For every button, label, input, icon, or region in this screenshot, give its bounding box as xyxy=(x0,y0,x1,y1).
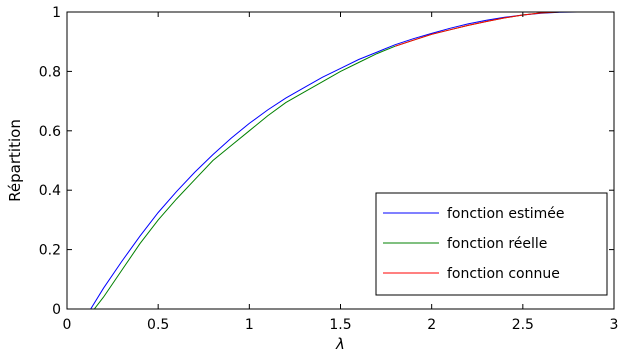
y-tick-label: 0.6 xyxy=(39,124,61,140)
x-tick-label: 2 xyxy=(427,317,436,333)
x-axis-label: λ xyxy=(335,335,345,353)
x-tick-label: 3 xyxy=(610,317,619,333)
x-tick-label: 1.5 xyxy=(329,317,351,333)
x-tick-label: 0.5 xyxy=(147,317,169,333)
x-tick-label: 1 xyxy=(245,317,254,333)
y-tick-label: 0 xyxy=(52,302,61,318)
y-tick-label: 0.2 xyxy=(39,243,61,259)
legend-label-1: fonction réelle xyxy=(447,236,547,252)
legend-label-2: fonction connue xyxy=(447,266,560,282)
y-tick-label: 0.8 xyxy=(39,64,61,80)
y-axis-label: Répartition xyxy=(6,119,24,202)
legend-box xyxy=(375,192,608,296)
x-tick-label: 2.5 xyxy=(512,317,534,333)
y-tick-label: 1 xyxy=(52,5,61,21)
legend-label-0: fonction estimée xyxy=(447,206,564,222)
y-tick-label: 0.4 xyxy=(39,183,61,199)
ticks-layer: 0 0.5 1 1.5 2 2.5 3 0 0.2 0.4 0.6 0.8 1 xyxy=(39,5,619,333)
x-tick-label: 0 xyxy=(63,317,72,333)
legend: fonction estimée fonction réelle fonction … xyxy=(375,192,608,296)
